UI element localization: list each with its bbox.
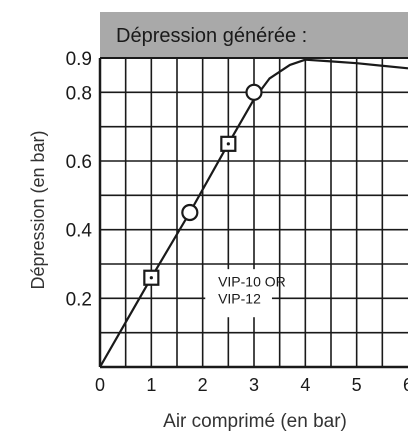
title-band [100,12,408,58]
x-tick-label: 5 [352,375,362,395]
tick-labels: 0 1 2 3 4 5 6 0.2 0.4 0.6 0.8 0.9 [66,49,408,395]
y-axis-label: Dépression (en bar) [28,130,48,289]
y-tick-label: 0.9 [66,49,92,70]
x-tick-label: 1 [146,375,156,395]
y-tick-label: 0.6 [66,152,92,173]
markers [143,83,263,286]
x-tick-label: 4 [300,375,310,395]
x-tick-label: 0 [95,375,105,395]
series [99,58,408,368]
annotation-background [205,269,272,318]
series-line-0 [99,58,408,368]
marker-square-dot [149,276,153,280]
marker-circle [181,203,199,222]
marker-circle [245,83,263,101]
annotation-text: VIP-12 [218,290,261,306]
y-tick-label: 0.4 [66,221,93,242]
axes [98,57,408,369]
x-tick-label: 6 [403,375,408,395]
grid [100,58,408,367]
y-tick-label: 0.2 [66,289,92,310]
y-tick-label: 0.8 [66,83,92,104]
marker-square-dot [226,142,230,146]
chart-title: Dépression générée : [116,25,307,47]
annotation-text: VIP-10 OR [218,273,286,289]
x-tick-label: 3 [249,375,259,395]
x-tick-label: 2 [198,375,208,395]
x-axis-label: Air comprimé (en bar) [163,411,347,432]
